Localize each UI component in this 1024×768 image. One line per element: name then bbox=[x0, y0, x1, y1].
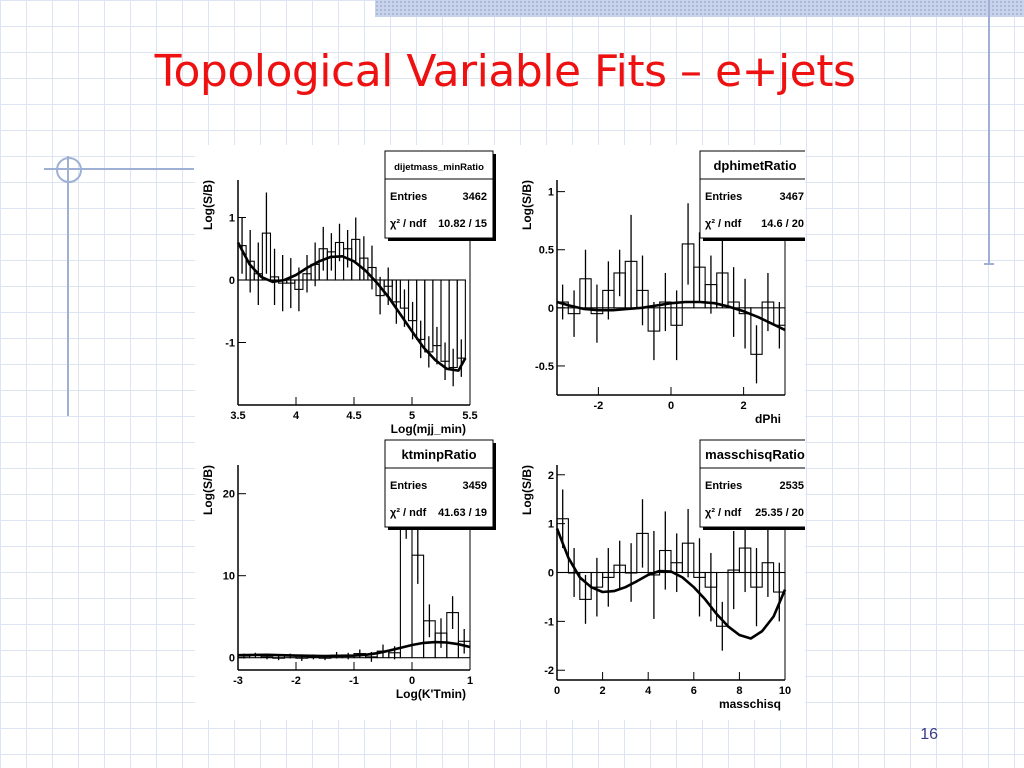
x-tick-label: 5 bbox=[409, 410, 415, 422]
x-axis-label: dPhi bbox=[755, 412, 781, 426]
x-tick-label: 0 bbox=[554, 685, 560, 697]
stats-chi-label: χ² / ndf bbox=[705, 507, 742, 519]
stats-chi-value: 41.63 / 19 bbox=[438, 507, 487, 519]
x-tick-label: 8 bbox=[736, 685, 742, 697]
x-tick-label: 4 bbox=[293, 410, 300, 422]
right-decorative-tick bbox=[984, 263, 994, 265]
stats-chi-value: 14.6 / 20 bbox=[761, 218, 804, 230]
stats-entries-label: Entries bbox=[705, 480, 742, 492]
x-tick-label: -2 bbox=[593, 400, 603, 412]
stats-entries-value: 3459 bbox=[463, 480, 487, 492]
left-decorative-circle bbox=[56, 157, 82, 183]
histogram-name: masschisqRatio bbox=[705, 447, 805, 462]
fit-curve bbox=[237, 640, 471, 658]
histogram-panel-ktminpRatio: 0 10 20 -3 -2 -1 0 1 Log(S/B) Log(K'Tmin) ktminpRa… bbox=[201, 439, 496, 701]
stats-box bbox=[384, 439, 494, 528]
x-axis-label: masschisq bbox=[719, 697, 781, 711]
left-decorative-line bbox=[44, 168, 194, 170]
y-tick-label: 1 bbox=[548, 187, 554, 199]
stats-chi-value: 10.82 / 15 bbox=[438, 218, 487, 230]
left-decorative-vline bbox=[67, 156, 69, 416]
histogram-grid: -1 0 1 3.5 4 4.5 5 5.5 Log(S/B) Log(mjj_min) dijet… bbox=[195, 145, 813, 720]
page-number: 16 bbox=[920, 726, 938, 743]
histogram-panel-dijetmass_minRatio: -1 0 1 3.5 4 4.5 5 5.5 Log(S/B) Log(mjj_min) dijet… bbox=[201, 150, 496, 436]
histogram-panel-dphimetRatio: -0.5 0 0.5 1 -2 0 2 Log(S/B) dPhi dphimetRatio Ent… bbox=[520, 150, 813, 426]
x-tick-label: 3.5 bbox=[230, 410, 245, 422]
x-tick-label: 2 bbox=[600, 685, 606, 697]
y-tick-label: 0 bbox=[548, 303, 554, 315]
x-axis-label: Log(K'Tmin) bbox=[396, 687, 466, 701]
y-tick-label: 1 bbox=[229, 213, 235, 225]
x-tick-label: 0 bbox=[409, 675, 415, 687]
y-tick-label: -1 bbox=[225, 338, 235, 350]
y-axis-label: Log(S/B) bbox=[201, 180, 215, 230]
x-tick-label: 1 bbox=[467, 675, 473, 687]
y-axis-label: Log(S/B) bbox=[201, 465, 215, 515]
fit-curve bbox=[555, 528, 787, 640]
x-axis-label: Log(mjj_min) bbox=[391, 422, 466, 436]
stats-chi-label: χ² / ndf bbox=[705, 218, 742, 230]
x-tick-label: -2 bbox=[291, 675, 301, 687]
stats-box bbox=[699, 439, 811, 528]
x-tick-label: 2 bbox=[741, 400, 747, 412]
fit-curve bbox=[556, 300, 786, 332]
x-tick-label: 0 bbox=[668, 400, 674, 412]
y-tick-label: 0 bbox=[548, 568, 554, 580]
y-tick-label: -1 bbox=[544, 616, 554, 628]
header-decoration-band bbox=[375, 0, 1024, 17]
stats-box bbox=[699, 150, 811, 239]
stats-entries-label: Entries bbox=[705, 191, 742, 203]
stats-entries-label: Entries bbox=[390, 480, 427, 492]
stats-chi-value: 25.35 / 20 bbox=[755, 507, 804, 519]
y-tick-label: 20 bbox=[223, 489, 235, 501]
x-tick-label: 6 bbox=[691, 685, 697, 697]
stats-entries-value: 3467 bbox=[780, 191, 804, 203]
y-tick-label: 1 bbox=[548, 519, 554, 531]
y-axis-label: Log(S/B) bbox=[520, 180, 534, 230]
x-tick-label: -3 bbox=[233, 675, 243, 687]
histogram-panel-masschisqRatio: -2 -1 0 1 2 0 2 4 6 8 10 Log(S/B) masschisq masschisq… bbox=[520, 439, 813, 711]
y-tick-label: 10 bbox=[223, 571, 235, 583]
stats-box bbox=[384, 150, 494, 239]
x-tick-label: 5.5 bbox=[462, 410, 477, 422]
y-tick-label: 0.5 bbox=[539, 245, 554, 257]
x-tick-label: 10 bbox=[779, 685, 791, 697]
x-tick-label: -1 bbox=[349, 675, 359, 687]
stats-entries-value: 2535 bbox=[780, 480, 804, 492]
y-tick-label: 0 bbox=[229, 653, 235, 665]
stats-entries-label: Entries bbox=[390, 191, 427, 203]
charts-svg: -1 0 1 3.5 4 4.5 5 5.5 Log(S/B) Log(mjj_min) dijet… bbox=[201, 150, 813, 711]
stats-chi-label: χ² / ndf bbox=[390, 507, 427, 519]
histogram-name: dphimetRatio bbox=[713, 158, 796, 173]
x-tick-label: 4.5 bbox=[346, 410, 361, 422]
y-tick-label: -2 bbox=[544, 665, 554, 677]
y-tick-label: -0.5 bbox=[535, 361, 554, 373]
y-axis-label: Log(S/B) bbox=[520, 465, 534, 515]
fit-curve bbox=[236, 241, 467, 372]
histogram-name: ktminpRatio bbox=[401, 447, 476, 462]
histogram-name: dijetmass_minRatio bbox=[394, 162, 484, 173]
x-tick-label: 4 bbox=[645, 685, 652, 697]
right-decorative-line bbox=[988, 0, 990, 265]
y-tick-label: 2 bbox=[548, 470, 554, 482]
stats-chi-label: χ² / ndf bbox=[390, 218, 427, 230]
y-tick-label: 0 bbox=[229, 275, 235, 287]
slide-title: Topological Variable Fits – e+jets bbox=[154, 46, 856, 97]
stats-entries-value: 3462 bbox=[463, 191, 487, 203]
